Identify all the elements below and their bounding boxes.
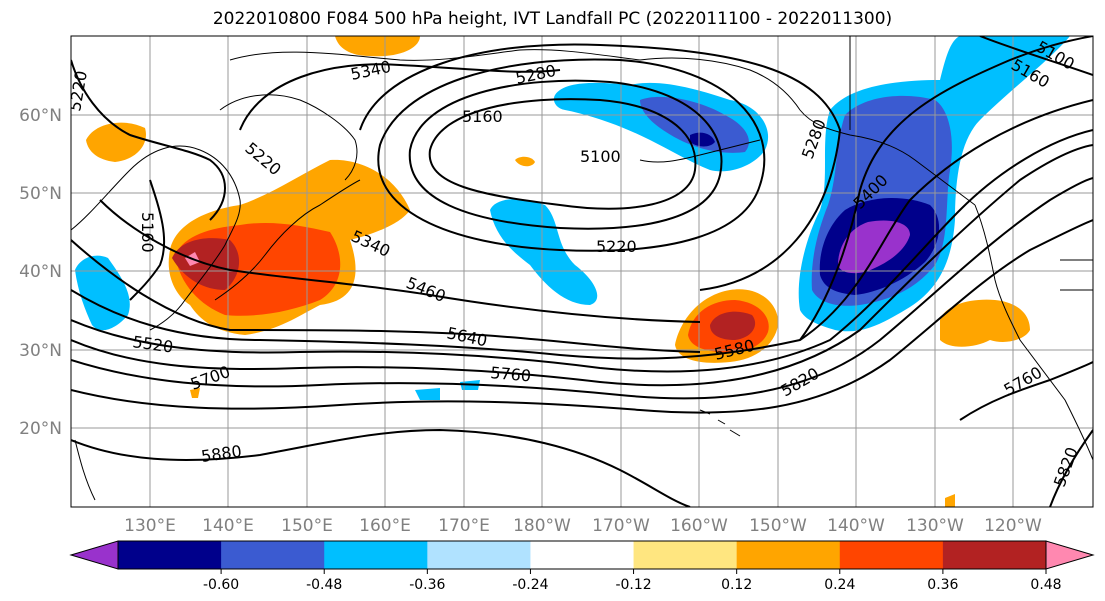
coast-philippines: [74, 439, 96, 501]
colorbar-segment: [324, 541, 428, 569]
ivt-positive-small: [515, 156, 535, 167]
colorbar-tick-label: -0.24: [512, 577, 548, 593]
contour-5580: [71, 99, 1093, 360]
coast-kamchatka: [219, 94, 358, 181]
ivt-negative-bering-3: [690, 132, 715, 147]
ivt-positive-top: [335, 36, 420, 57]
colorbar-ticks: -0.60 -0.48 -0.36 -0.24 -0.12 0.12 0.24 0.36 0.4…: [203, 569, 1062, 593]
map-frame: [70, 35, 1094, 508]
map-title: 2022010800 F084 500 hPa height, IVT Land…: [212, 9, 893, 29]
colorbar-segments: [118, 541, 1047, 569]
coastlines: [71, 36, 1093, 501]
contour-5160-west: [129, 179, 166, 301]
map-plot-area: 5340 5280 5160 5100 5220 5220 5160 5220 …: [71, 36, 1093, 507]
colorbar-segment: [530, 541, 635, 569]
coast-japan: [214, 179, 361, 301]
colorbar-tick-label: -0.48: [306, 577, 342, 593]
ivt-negative-aleutian: [490, 198, 598, 305]
contour-5400: [799, 36, 1093, 341]
contour-5460: [99, 199, 701, 323]
ivt-negative-bering-2: [640, 96, 749, 153]
lon-label: 160°W: [670, 516, 728, 536]
contour-label: 5220: [596, 237, 637, 256]
contour-5220: [377, 58, 766, 252]
contour-5160: [408, 79, 723, 230]
coast-aleutians: [639, 139, 761, 163]
colorbar-segment: [427, 541, 531, 569]
ivt-shading: [86, 36, 1030, 507]
contour-label: 5160: [138, 212, 157, 253]
colorbar-tick-label: 0.48: [1030, 577, 1061, 593]
ivt-positive-california: [940, 299, 1030, 347]
lon-label: 130°E: [124, 516, 176, 536]
lon-label: 150°W: [749, 516, 807, 536]
contour-5820-east: [1049, 429, 1093, 507]
colorbar-extend-low: [69, 540, 119, 570]
contour-5280: [359, 43, 842, 291]
colorbar-tick-label: 0.36: [927, 577, 958, 593]
colorbar-tick-label: -0.36: [409, 577, 445, 593]
lon-label: 150°E: [281, 516, 333, 536]
lon-label: 160°E: [359, 516, 411, 536]
coast-alaska: [639, 57, 976, 206]
graticule: [71, 36, 1093, 507]
lon-label: 130°W: [906, 516, 964, 536]
colorbar-tick-label: 0.24: [824, 577, 855, 593]
lon-labels: 130°E 140°E 150°E 160°E 170°E 180°W 170°…: [124, 516, 1042, 536]
colorbar-segment: [633, 541, 738, 569]
lat-label: 40°N: [19, 262, 62, 282]
contour-5220-west: [71, 59, 226, 221]
colorbar-outline: [117, 540, 1047, 570]
coast-siberia-north: [229, 49, 641, 61]
ivt-negative-small: [415, 388, 440, 400]
contour-5880: [71, 428, 691, 507]
ivt-positive-tiny: [190, 388, 200, 398]
contour-5760: [71, 177, 1093, 400]
lon-label: 180°W: [513, 516, 571, 536]
lat-label: 50°N: [19, 184, 62, 204]
contour-5340: [239, 63, 561, 131]
colorbar-extend-high: [1045, 540, 1095, 570]
coast-na-west: [974, 204, 1093, 461]
contour-5520: [71, 239, 701, 353]
lon-label: 140°E: [202, 516, 254, 536]
contour-label: 5100: [580, 147, 621, 166]
contour-5100-center: [428, 98, 697, 210]
lon-label: 120°W: [984, 516, 1042, 536]
colorbar-tick-label: 0.12: [721, 577, 752, 593]
contour-5100-east: [979, 36, 1093, 76]
lat-labels: 60°N 50°N 40°N 30°N 20°N: [19, 106, 62, 439]
colorbar-tick-label: -0.12: [615, 577, 651, 593]
contour-5760-east: [959, 361, 1093, 421]
ivt-positive-central-pacific-3: [710, 311, 756, 340]
lat-label: 20°N: [19, 419, 62, 439]
ivt-positive-japan-north: [86, 122, 146, 162]
coast-boundary: [849, 36, 1093, 291]
colorbar-tick-label: -0.60: [203, 577, 239, 593]
ivt-negative-shading: [75, 36, 1070, 400]
lon-label: 170°E: [438, 516, 490, 536]
colorbar-segment: [839, 541, 944, 569]
contour-5700: [71, 144, 1093, 387]
colorbar-segment: [942, 541, 1047, 569]
ivt-negative-japan: [75, 255, 130, 331]
lat-label: 60°N: [19, 106, 62, 126]
lat-label: 30°N: [19, 341, 62, 361]
ivt-positive-tiny-2: [945, 494, 955, 507]
height-contours: [71, 36, 1093, 507]
contour-label: 5160: [462, 107, 503, 126]
colorbar-segment: [221, 541, 325, 569]
colorbar-segment: [736, 541, 841, 569]
contour-5640: [71, 129, 1093, 373]
lon-label: 170°W: [592, 516, 650, 536]
contour-5820: [71, 219, 1093, 414]
colorbar: -0.60 -0.48 -0.36 -0.24 -0.12 0.12 0.24 0.36 0.4…: [69, 540, 1095, 593]
contour-label: 5760: [490, 363, 532, 385]
colorbar-segment: [118, 541, 222, 569]
lon-label: 140°W: [827, 516, 885, 536]
coast-east-asia: [71, 145, 241, 331]
